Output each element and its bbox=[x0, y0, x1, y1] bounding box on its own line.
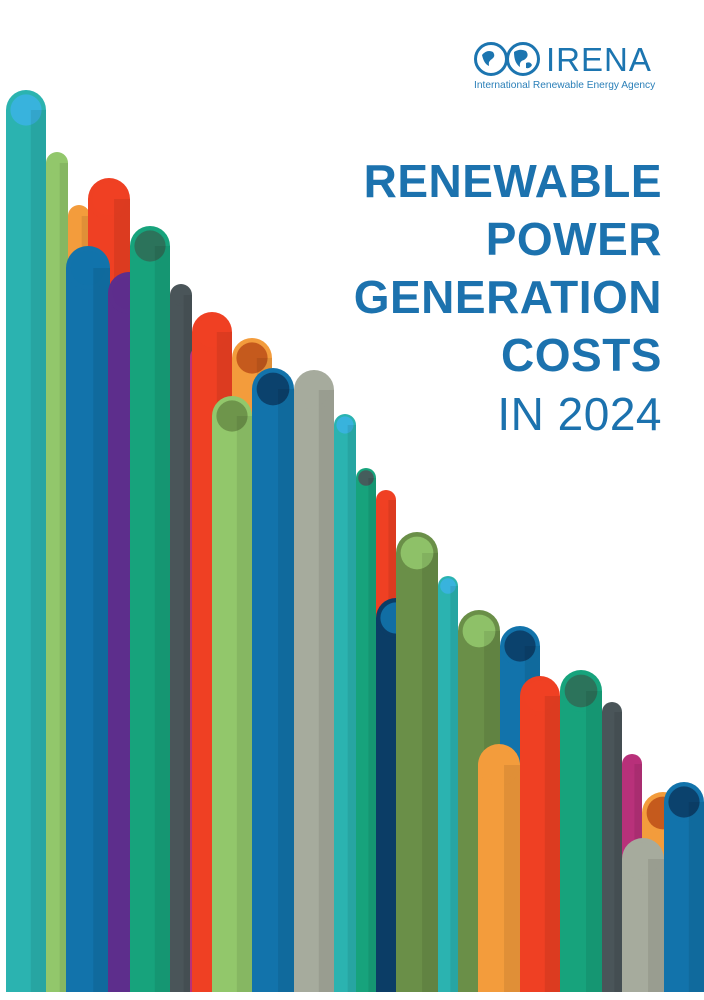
decorative-bar bbox=[622, 838, 664, 992]
title-line-3: GENERATION bbox=[353, 271, 662, 323]
decorative-bar bbox=[560, 670, 602, 992]
decorative-bar bbox=[130, 226, 170, 992]
decorative-bar bbox=[6, 90, 46, 992]
decorative-bar bbox=[252, 368, 294, 992]
decorative-bar bbox=[356, 468, 376, 992]
title-line-1: RENEWABLE bbox=[363, 155, 662, 207]
decorative-bar bbox=[170, 284, 192, 992]
irena-logo: IRENA International Renewable Energy Age… bbox=[474, 42, 674, 94]
globe-logo-icon bbox=[474, 42, 540, 76]
decorative-bar bbox=[520, 676, 560, 992]
decorative-bar bbox=[66, 246, 110, 992]
brand-tagline: International Renewable Energy Agency bbox=[474, 80, 656, 91]
decorative-bar bbox=[664, 782, 704, 992]
decorative-bar bbox=[212, 396, 252, 992]
decorative-bar bbox=[46, 152, 68, 992]
decorative-bar bbox=[602, 702, 622, 992]
decorative-bar bbox=[294, 370, 334, 992]
decorative-bar bbox=[396, 532, 438, 992]
report-title: RENEWABLE POWER GENERATION COSTS IN 2024 bbox=[242, 152, 662, 444]
decorative-bar bbox=[334, 414, 356, 992]
decorative-bar bbox=[438, 576, 458, 992]
title-line-2: POWER bbox=[485, 213, 662, 265]
brand-name: IRENA bbox=[546, 41, 652, 78]
title-line-4: COSTS bbox=[501, 329, 662, 381]
title-year: IN 2024 bbox=[497, 388, 662, 440]
decorative-bar bbox=[478, 744, 520, 992]
